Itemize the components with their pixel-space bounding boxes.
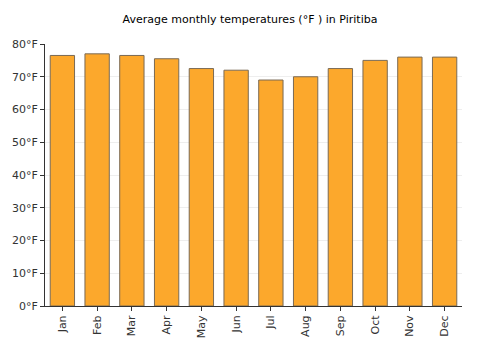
svg-text:Feb: Feb xyxy=(91,315,104,334)
svg-text:30°F: 30°F xyxy=(12,202,38,215)
svg-text:Average monthly temperatures (: Average monthly temperatures (°F ) in Pi… xyxy=(123,13,378,26)
svg-text:Jan: Jan xyxy=(56,315,69,333)
svg-text:Oct: Oct xyxy=(369,315,382,335)
svg-text:Nov: Nov xyxy=(403,315,416,337)
svg-text:70°F: 70°F xyxy=(12,71,38,84)
svg-text:Sep: Sep xyxy=(334,315,347,336)
svg-text:60°F: 60°F xyxy=(12,103,38,116)
svg-text:0°F: 0°F xyxy=(19,300,38,313)
svg-text:Jul: Jul xyxy=(264,315,277,329)
svg-text:40°F: 40°F xyxy=(12,169,38,182)
svg-text:Jun: Jun xyxy=(230,315,243,333)
svg-text:Apr: Apr xyxy=(160,315,173,335)
svg-text:50°F: 50°F xyxy=(12,136,38,149)
svg-text:May: May xyxy=(195,315,208,338)
svg-text:Dec: Dec xyxy=(438,315,451,336)
svg-text:20°F: 20°F xyxy=(12,234,38,247)
svg-text:80°F: 80°F xyxy=(12,38,38,51)
svg-text:Mar: Mar xyxy=(125,315,138,336)
svg-text:10°F: 10°F xyxy=(12,267,38,280)
svg-text:Aug: Aug xyxy=(299,315,312,336)
